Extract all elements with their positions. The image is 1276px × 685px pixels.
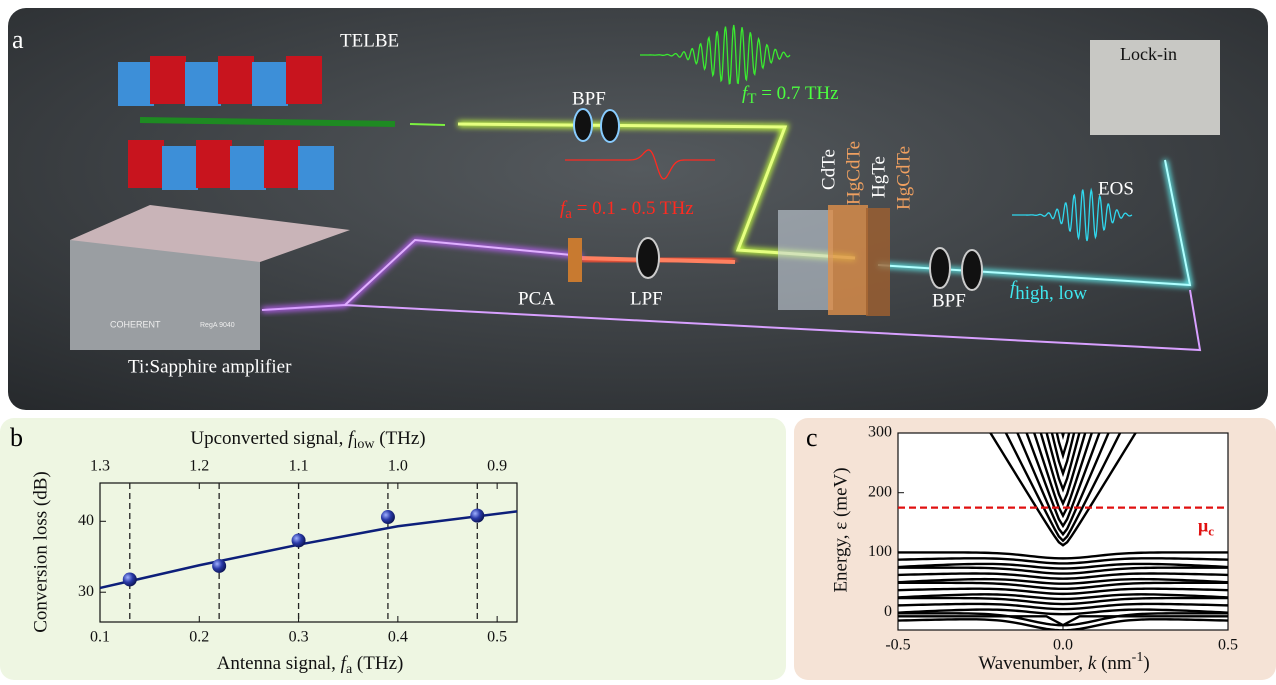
label: Lock-in bbox=[1120, 44, 1177, 64]
x-tick-label: 0.3 bbox=[289, 629, 309, 646]
mu-symbol: μ bbox=[1198, 516, 1208, 536]
label: HgCdTe bbox=[893, 146, 914, 210]
x2-tick-label: 1.1 bbox=[289, 458, 309, 475]
y-tick-label: 30 bbox=[78, 583, 94, 600]
x-tick-label: 0.1 bbox=[90, 629, 110, 646]
label: HgTe bbox=[868, 156, 889, 198]
x2-axis-label: Upconverted signal, flow (THz) bbox=[190, 428, 425, 452]
y-tick-label: 100 bbox=[868, 543, 892, 560]
label: COHERENT bbox=[110, 319, 161, 329]
data-point bbox=[123, 572, 137, 586]
x-tick-label: -0.5 bbox=[885, 637, 910, 654]
x-axis-label: Wavenumber, k (nm-1) bbox=[978, 650, 1149, 674]
label: EOS bbox=[1098, 178, 1134, 199]
figure: a TELBE BPF fT = 0.7 THz fa = 0.1 - 0.5 … bbox=[0, 0, 1276, 680]
label: HgCdTe bbox=[843, 141, 864, 205]
y-axis-label: Conversion loss (dB) bbox=[30, 471, 51, 633]
label: RegA 9040 bbox=[200, 322, 235, 329]
x-axis-label: Antenna signal, fa (THz) bbox=[217, 653, 404, 677]
x-tick-label: 0.5 bbox=[1218, 637, 1238, 654]
x2-tick-label: 1.3 bbox=[90, 458, 110, 475]
y-axis-label: Energy, ε (meV) bbox=[830, 467, 851, 592]
data-point bbox=[212, 559, 226, 573]
label: LPF bbox=[630, 288, 663, 309]
panel-label: c bbox=[806, 423, 818, 452]
label: BPF bbox=[572, 88, 606, 109]
label: fa = 0.1 - 0.5 THz bbox=[560, 198, 694, 222]
x-tick-label: 0.2 bbox=[189, 629, 209, 646]
y-tick-label: 200 bbox=[868, 483, 892, 500]
data-point bbox=[470, 509, 484, 523]
y-tick-label: 0 bbox=[884, 603, 892, 620]
data-point bbox=[381, 510, 395, 524]
x2-tick-label: 1.0 bbox=[388, 458, 408, 475]
label: BPF bbox=[932, 290, 966, 311]
label: CdTe bbox=[818, 149, 839, 190]
panel-label: a bbox=[12, 25, 24, 54]
label: Ti:Sapphire amplifier bbox=[128, 356, 292, 377]
mu-sub: c bbox=[1208, 524, 1214, 539]
plot-area bbox=[898, 433, 1228, 630]
label: fT = 0.7 THz bbox=[742, 83, 839, 107]
y-tick-label: 40 bbox=[78, 512, 94, 529]
panel-label: b bbox=[10, 423, 23, 452]
x-tick-label: 0.0 bbox=[1053, 637, 1073, 654]
data-point bbox=[292, 533, 306, 547]
panel-a: a TELBE BPF fT = 0.7 THz fa = 0.1 - 0.5 … bbox=[8, 8, 1268, 410]
x-tick-label: 0.5 bbox=[487, 629, 507, 646]
label: PCA bbox=[518, 288, 555, 309]
x2-tick-label: 1.2 bbox=[189, 458, 209, 475]
panel-b: b Upconverted signal, flow (THz) Antenna… bbox=[0, 418, 786, 680]
label: TELBE bbox=[340, 30, 399, 51]
x-tick-label: 0.4 bbox=[388, 629, 408, 646]
x2-tick-label: 0.9 bbox=[487, 458, 507, 475]
y-tick-label: 300 bbox=[868, 424, 892, 441]
